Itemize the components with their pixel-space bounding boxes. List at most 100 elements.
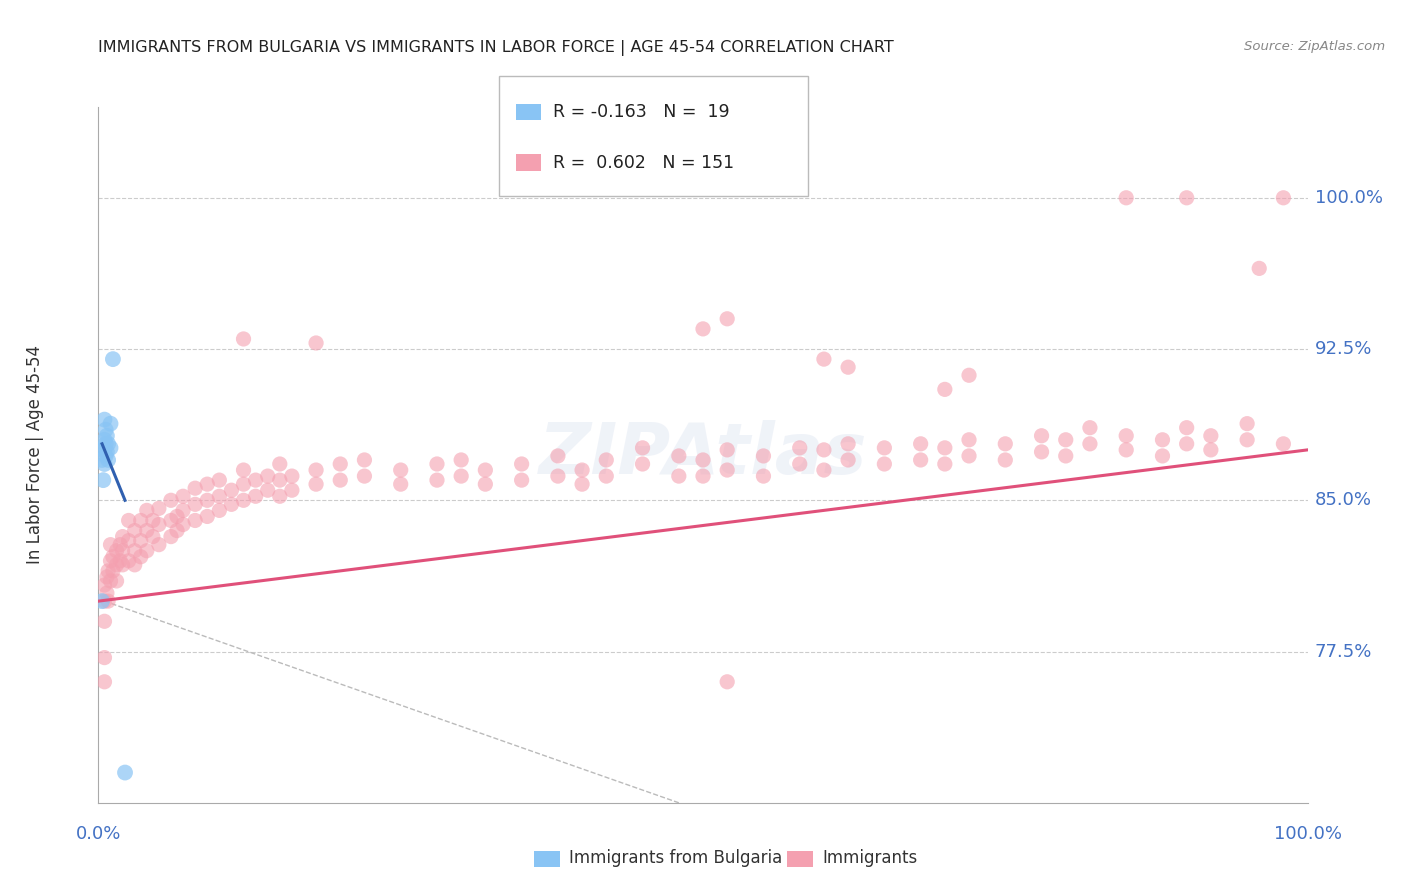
Point xyxy=(195,493,218,508)
Point xyxy=(281,469,304,483)
Point xyxy=(631,457,654,471)
Point xyxy=(1152,433,1174,447)
Point xyxy=(813,442,835,457)
Point xyxy=(160,530,183,544)
Point xyxy=(195,509,218,524)
Point xyxy=(910,453,932,467)
Point xyxy=(91,453,114,467)
Point xyxy=(1249,261,1271,276)
Point xyxy=(1199,429,1222,443)
Point xyxy=(510,457,533,471)
Point xyxy=(1078,420,1101,434)
Point xyxy=(91,594,114,608)
Point xyxy=(957,368,980,383)
Text: Source: ZipAtlas.com: Source: ZipAtlas.com xyxy=(1244,40,1385,54)
Point xyxy=(172,503,194,517)
Point xyxy=(142,530,165,544)
Text: IMMIGRANTS FROM BULGARIA VS IMMIGRANTS IN LABOR FORCE | AGE 45-54 CORRELATION CH: IMMIGRANTS FROM BULGARIA VS IMMIGRANTS I… xyxy=(98,40,894,56)
Point xyxy=(160,493,183,508)
Point xyxy=(232,477,254,491)
Point xyxy=(93,650,115,665)
Point xyxy=(692,322,714,336)
Text: Immigrants: Immigrants xyxy=(823,849,918,867)
Point xyxy=(100,554,122,568)
Point xyxy=(837,437,859,451)
Point xyxy=(245,489,267,503)
Point xyxy=(129,533,152,548)
Point xyxy=(1054,433,1077,447)
Point xyxy=(752,469,775,483)
Text: 100.0%: 100.0% xyxy=(1315,189,1382,207)
Point xyxy=(789,441,811,455)
Point xyxy=(118,513,141,527)
Point xyxy=(172,489,194,503)
Point xyxy=(97,453,120,467)
Point xyxy=(93,578,115,592)
Point xyxy=(166,509,188,524)
Point xyxy=(1236,433,1258,447)
Point xyxy=(135,503,157,517)
Point xyxy=(1152,449,1174,463)
Point xyxy=(450,469,472,483)
Point xyxy=(135,543,157,558)
Point xyxy=(96,429,118,443)
Point xyxy=(101,564,124,578)
Point xyxy=(232,463,254,477)
Point xyxy=(510,473,533,487)
Point xyxy=(789,457,811,471)
Point xyxy=(108,554,131,568)
Point xyxy=(716,442,738,457)
Point xyxy=(994,453,1017,467)
Point xyxy=(160,513,183,527)
Point xyxy=(232,493,254,508)
Point xyxy=(245,473,267,487)
Point xyxy=(716,674,738,689)
Point xyxy=(1054,449,1077,463)
Point xyxy=(595,453,617,467)
Point xyxy=(108,538,131,552)
Text: 100.0%: 100.0% xyxy=(1274,825,1341,843)
Point xyxy=(1175,191,1198,205)
Point xyxy=(873,457,896,471)
Point xyxy=(305,477,328,491)
Point xyxy=(114,765,136,780)
Point xyxy=(631,441,654,455)
Point xyxy=(595,469,617,483)
Point xyxy=(934,457,956,471)
Point xyxy=(96,570,118,584)
Point xyxy=(692,453,714,467)
Point xyxy=(547,449,569,463)
Point xyxy=(111,543,134,558)
Point xyxy=(118,533,141,548)
Point xyxy=(142,513,165,527)
Point xyxy=(93,594,115,608)
Point xyxy=(269,457,291,471)
Point xyxy=(256,469,278,483)
Text: 85.0%: 85.0% xyxy=(1315,491,1372,509)
Point xyxy=(1031,445,1053,459)
Point xyxy=(93,457,115,471)
Point xyxy=(100,441,122,455)
Point xyxy=(105,574,128,588)
Point xyxy=(353,469,375,483)
Point xyxy=(105,558,128,572)
Point xyxy=(1115,429,1137,443)
Point xyxy=(97,594,120,608)
Point xyxy=(716,311,738,326)
Point xyxy=(208,473,231,487)
Point xyxy=(93,412,115,426)
Text: 92.5%: 92.5% xyxy=(1315,340,1372,358)
Point xyxy=(101,352,124,367)
Point xyxy=(873,441,896,455)
Point xyxy=(124,558,146,572)
Point xyxy=(329,473,352,487)
Text: Immigrants from Bulgaria: Immigrants from Bulgaria xyxy=(569,849,783,867)
Point xyxy=(111,558,134,572)
Text: 77.5%: 77.5% xyxy=(1315,642,1372,661)
Point xyxy=(118,554,141,568)
Point xyxy=(94,449,117,463)
Point xyxy=(94,423,117,437)
Point xyxy=(124,543,146,558)
Point xyxy=(105,543,128,558)
Point xyxy=(1115,442,1137,457)
